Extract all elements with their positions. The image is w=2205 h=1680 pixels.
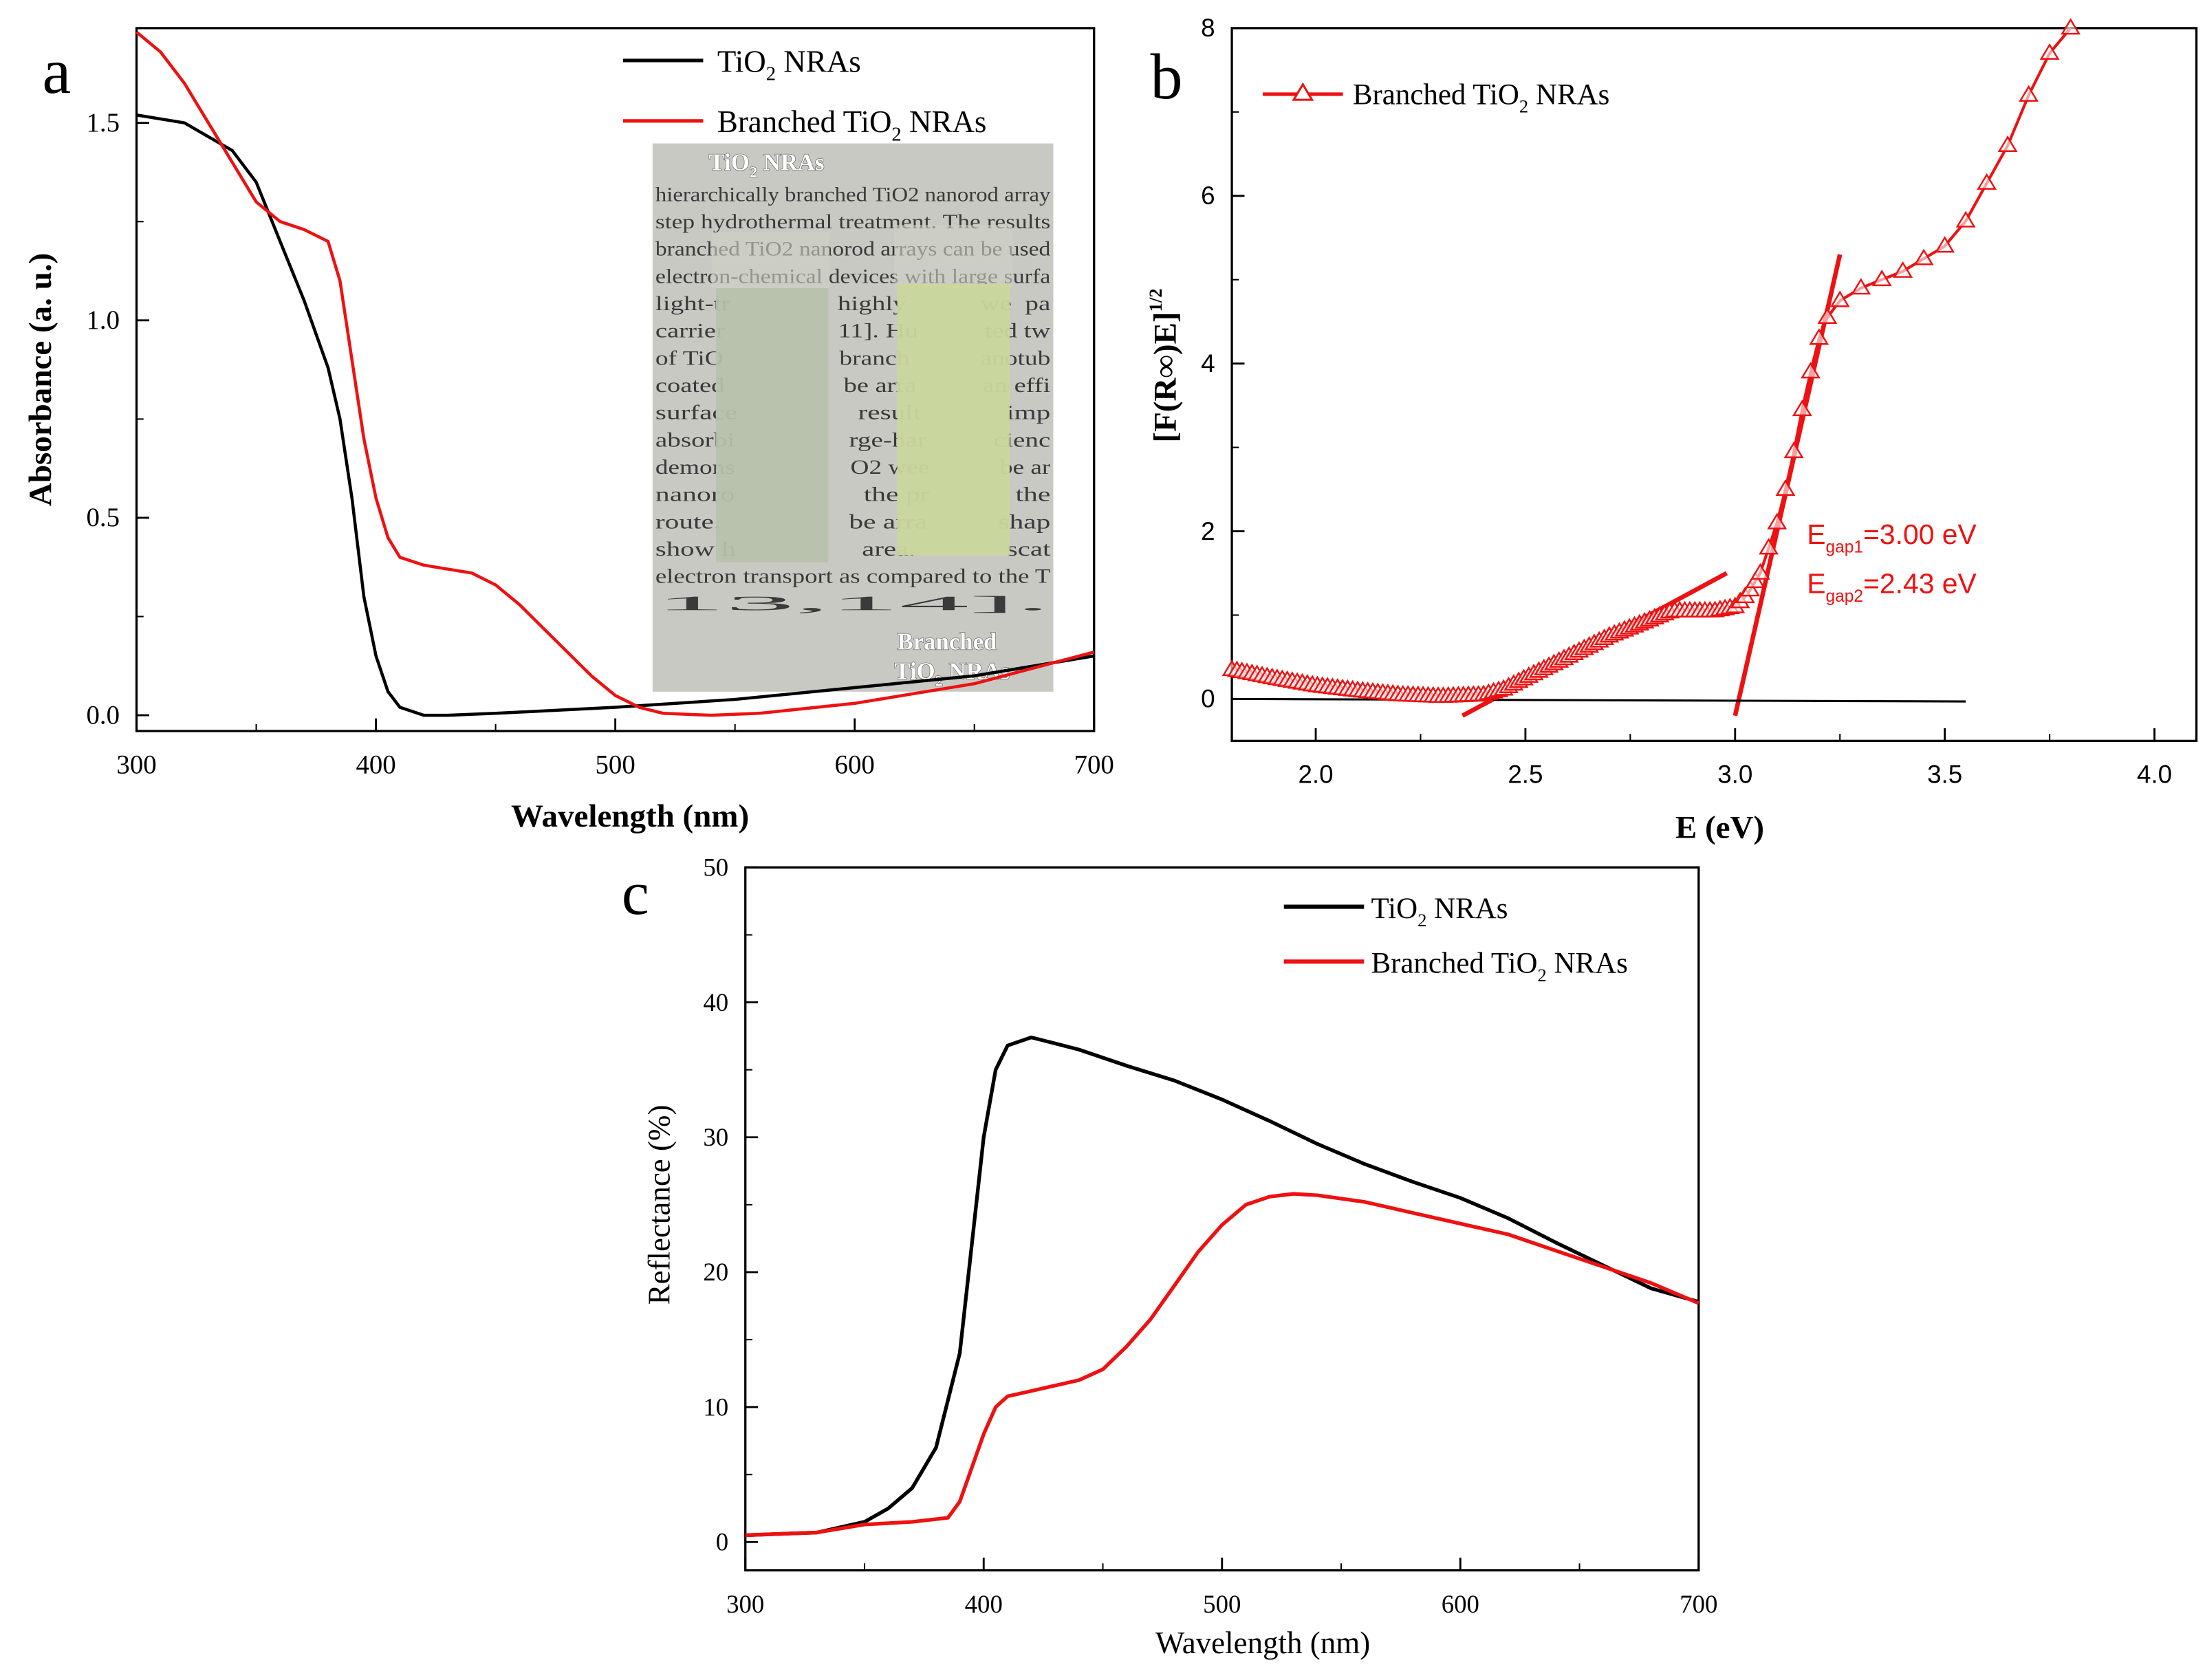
x-tick-label: 300 (116, 750, 156, 779)
y-axis-label: [F(R∞)E]1/2 (1145, 288, 1183, 442)
y-axis-label: Reflectance (%) (642, 1105, 676, 1305)
data-point-marker (1801, 362, 1821, 379)
data-point-marker (1913, 248, 1934, 265)
data-point-marker (1792, 400, 1812, 417)
film-tio2-nras (715, 288, 829, 563)
x-axis-label: E (eV) (1675, 809, 1764, 845)
panel-label-a: a (43, 36, 72, 107)
legend-label-branched: Branched TiO2 NRAs (1353, 78, 1609, 116)
data-point-marker (2019, 85, 2039, 102)
y-tick-label: 50 (703, 853, 728, 882)
data-point-marker (2039, 43, 2060, 60)
x-tick-label: 700 (1680, 1590, 1717, 1618)
y-tick-label: 6 (1201, 182, 1215, 210)
y-tick-label: 2 (1201, 517, 1215, 545)
plot-frame (1230, 27, 2198, 743)
y-tick-label: 1.5 (86, 108, 120, 138)
inset-label-branched-tio2: TiO2 NRAs (894, 657, 1010, 689)
y-tick-label: 20 (703, 1258, 728, 1286)
y-tick-label: 0 (716, 1528, 728, 1556)
y-tick-label: 8 (1201, 14, 1215, 42)
y-tick-label: 0.5 (86, 503, 120, 532)
y-tick-label: 4 (1201, 349, 1215, 378)
y-tick-label: 30 (703, 1123, 728, 1151)
x-tick-label: 2.0 (1298, 761, 1333, 789)
y-tick-label: 40 (703, 988, 728, 1016)
series-line-1 (135, 30, 1095, 717)
legend-label-tio2: TiO2 NRAs (717, 44, 861, 85)
legend: TiO2 NRAs Branched TiO2 NRAs (622, 44, 987, 145)
x-tick-label: 300 (726, 1590, 764, 1618)
legend: Branched TiO2 NRAs (1263, 78, 1609, 117)
panel-label-b: b (1151, 41, 1183, 113)
inset-label-tio2: TiO2 NRAs (709, 149, 825, 180)
inset-paper-text-line: 13,14]. (655, 593, 1050, 615)
film-branched-tio2-nras (897, 283, 1010, 556)
series-line-1 (745, 1192, 1699, 1538)
data-point-marker (1740, 580, 1761, 597)
data-point-marker (2061, 18, 2081, 35)
series-line-0 (745, 1035, 1699, 1538)
annotation-egap1: Egap1=3.00 eV (1807, 519, 1977, 556)
data-point-marker (1775, 479, 1796, 496)
panel-c-reflectance: c 300 400 500 600 700 0 10 20 30 40 50 TiO2 NRAs B… (622, 853, 1718, 1661)
annotation-egap2: Egap2=2.43 eV (1807, 568, 1977, 606)
inset-photo: hierarchically branched TiO2 nanorod arr… (652, 143, 1054, 692)
x-tick-label: 3.5 (1927, 761, 1962, 789)
data-point-marker (1767, 512, 1788, 530)
x-tick-label: 600 (835, 750, 875, 779)
data-point-marker (1977, 173, 1997, 190)
x-tick-label: 400 (356, 750, 395, 779)
glass-slide-top (894, 225, 1013, 289)
data-point-marker (1750, 563, 1770, 580)
data-point-marker (1809, 328, 1829, 345)
y-tick-label: 1.0 (86, 305, 120, 335)
legend: TiO2 NRAs Branched TiO2 NRAs (1283, 893, 1628, 985)
y-axis-label: Absorbance (a. u.) (23, 253, 58, 506)
data-point-marker (1817, 307, 1838, 324)
glass-slide-top (711, 232, 830, 289)
fit-line-baseline (1232, 697, 1966, 703)
series-line-0 (136, 113, 1095, 717)
y-tick-label: 0.0 (86, 700, 120, 730)
data-point-marker (1783, 441, 1804, 459)
data-point-marker (1745, 571, 1766, 589)
x-tick-label: 4.0 (2137, 761, 2172, 789)
x-tick-label: 700 (1074, 750, 1114, 779)
data-point-marker (1829, 290, 1850, 307)
x-tick-label: 500 (596, 750, 636, 779)
x-tick-label: 3.0 (1717, 761, 1752, 789)
panel-label-c: c (622, 860, 649, 928)
panel-b-tauc: b 2.0 2.5 3.0 3.5 4.0 0 2 4 6 8 Branched TiO2 NRA… (1145, 14, 2198, 845)
panel-a-absorbance: a hierarchically branched TiO2 nanorod a… (23, 27, 1114, 834)
triangle-marker-icon (1292, 82, 1314, 101)
data-point-marker (1955, 210, 1976, 228)
data-point-marker (1851, 278, 1871, 295)
x-tick-label: 400 (965, 1590, 1003, 1618)
data-point-marker (1759, 538, 1779, 555)
inset-paper-text-line: electron transport as compared to the T (655, 566, 1050, 588)
legend-label-branched: Branched TiO2 NRAs (717, 105, 987, 145)
legend-label-tio2: TiO2 NRAs (1371, 893, 1508, 930)
y-tick-label: 0 (1201, 685, 1215, 713)
x-axis-label: Wavelength (nm) (1155, 1626, 1370, 1660)
inset-paper-text-line: hierarchically branched TiO2 nanorod arr… (655, 184, 1051, 206)
x-tick-label: 2.5 (1508, 761, 1543, 789)
inset-label-branched: Branched (898, 628, 997, 655)
legend-label-branched: Branched TiO2 NRAs (1371, 948, 1627, 985)
data-point-marker (1935, 236, 1955, 253)
x-axis-label: Wavelength (nm) (511, 798, 749, 834)
y-tick-label: 10 (703, 1393, 728, 1421)
data-point-marker (1871, 270, 1892, 287)
data-point-marker (1893, 261, 1913, 278)
x-tick-label: 500 (1203, 1590, 1241, 1618)
data-point-marker (1997, 135, 2018, 153)
x-tick-label: 600 (1442, 1590, 1479, 1618)
